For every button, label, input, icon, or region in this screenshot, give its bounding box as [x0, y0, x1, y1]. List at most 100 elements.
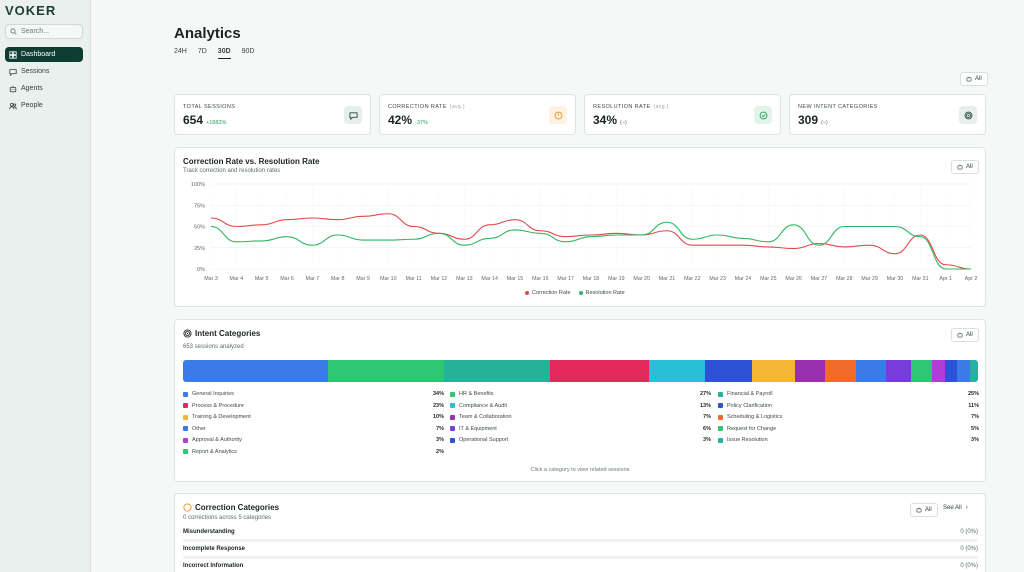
intent-bar-segment[interactable]: [855, 360, 886, 382]
category-color-swatch: [183, 449, 188, 454]
tab-24h[interactable]: 24H: [174, 48, 187, 55]
intent-title: Intent Categories: [195, 329, 261, 338]
category-percent: 5%: [971, 425, 979, 432]
sidebar-item-people[interactable]: People: [5, 98, 83, 113]
x-tick-label: Mar 27: [811, 276, 828, 282]
sidebar-item-agents[interactable]: Agents: [5, 81, 83, 96]
intent-bar-segment[interactable]: [704, 360, 753, 382]
intent-category-row[interactable]: General Inquiries 34%: [183, 391, 444, 397]
kpi-correction-rate: Correction Rate (avg.) 42% -37%: [379, 94, 576, 135]
kpi-delta: (–): [620, 120, 627, 126]
legend-item[interactable]: Resolution Rate: [578, 290, 625, 296]
search-input[interactable]: Search...: [5, 24, 83, 39]
sidebar-item-sessions[interactable]: Sessions: [5, 64, 83, 79]
kpi-total-sessions: Total Sessions 654 +1882%: [174, 94, 371, 135]
x-tick-label: Mar 7: [306, 276, 320, 282]
corrections-filter-button[interactable]: All: [910, 503, 938, 517]
intent-bar-segment[interactable]: [885, 360, 912, 382]
category-color-swatch: [718, 414, 723, 420]
y-tick-label: 0%: [197, 267, 205, 273]
intent-bar-segment[interactable]: [183, 360, 328, 382]
category-percent: 13%: [699, 402, 711, 409]
kpi-icon: [549, 106, 567, 124]
intent-stacked-bar[interactable]: [183, 360, 978, 382]
category-color-swatch: [183, 391, 188, 397]
intent-bar-segment[interactable]: [825, 360, 856, 382]
intent-filter-button[interactable]: All: [951, 328, 979, 342]
category-percent: 23%: [432, 402, 444, 409]
clock-icon: [554, 111, 562, 119]
intent-bar-segment[interactable]: [550, 360, 649, 382]
x-tick-label: Mar 19: [608, 276, 625, 282]
intent-category-row[interactable]: Approval & Authority 3%: [183, 437, 444, 443]
tab-7d[interactable]: 7D: [197, 48, 207, 55]
intent-bar-segment[interactable]: [443, 360, 551, 382]
robot-icon: [957, 164, 963, 170]
corrections-subtitle: 0 corrections across 5 categories: [183, 515, 272, 521]
category-percent: 34%: [432, 391, 444, 397]
filter-label: All: [966, 332, 973, 338]
x-tick-label: Mar 17: [557, 276, 574, 282]
category-name: HR & Benefits: [459, 391, 494, 397]
intent-category-row[interactable]: Team & Collaboration 7%: [450, 414, 711, 420]
intent-category-row[interactable]: Other 7%: [183, 426, 444, 432]
sidebar-item-label: Sessions: [21, 68, 50, 75]
x-tick-label: Mar 6: [280, 276, 294, 282]
chat-icon: [9, 68, 17, 76]
category-color-swatch: [450, 437, 455, 443]
kpi-icon: [344, 106, 362, 124]
intent-bar-segment[interactable]: [911, 360, 932, 382]
legend-item[interactable]: Correction Rate: [525, 290, 571, 296]
intent-bar-segment[interactable]: [970, 360, 978, 382]
chart-filter-button[interactable]: All: [951, 160, 979, 174]
kpi-delta: +1882%: [206, 120, 227, 126]
x-tick-label: Mar 26: [785, 276, 802, 282]
intent-category-row[interactable]: Report & Analytics 2%: [183, 449, 444, 455]
x-tick-label: Mar 10: [380, 276, 397, 282]
x-tick-label: Mar 3: [204, 276, 218, 282]
x-tick-label: Mar 16: [532, 276, 549, 282]
kpi-label: New Intent Categories: [798, 104, 878, 110]
x-tick-label: Mar 22: [684, 276, 701, 282]
intent-category-row[interactable]: HR & Benefits 27%: [450, 391, 711, 397]
category-name: Financial & Payroll: [727, 391, 773, 397]
tab-90d[interactable]: 90D: [241, 48, 255, 55]
x-tick-label: Apr 2: [965, 276, 978, 282]
target-icon: [964, 111, 972, 119]
intent-category-row[interactable]: Operational Support 3%: [450, 437, 711, 443]
intent-category-row[interactable]: Request for Change 5%: [718, 426, 979, 432]
category-percent: 10%: [432, 414, 444, 420]
intent-bar-segment[interactable]: [944, 360, 958, 382]
tab-30d[interactable]: 30D: [217, 48, 231, 59]
intent-category-row[interactable]: Compliance & Audit 13%: [450, 403, 711, 409]
sidebar-item-label: Dashboard: [21, 51, 56, 58]
intent-bar-segment[interactable]: [648, 360, 705, 382]
category-name: Report & Analytics: [192, 448, 237, 455]
intent-bar-segment[interactable]: [327, 360, 444, 382]
x-tick-label: Mar 29: [861, 276, 878, 282]
x-tick-label: Mar 13: [456, 276, 473, 282]
kpi-delta: (–): [821, 120, 828, 126]
kpi-value: 654 +1882%: [183, 113, 227, 127]
intent-bar-segment[interactable]: [931, 360, 945, 382]
intent-category-row[interactable]: Scheduling & Logistics 7%: [718, 414, 979, 420]
intent-category-row[interactable]: Process & Procedure 23%: [183, 403, 444, 409]
sidebar-item-dashboard[interactable]: Dashboard: [5, 47, 83, 62]
intent-category-row[interactable]: Policy Clarification 11%: [718, 403, 979, 409]
intent-bar-segment[interactable]: [752, 360, 796, 382]
x-tick-label: Mar 30: [887, 276, 904, 282]
intent-bar-segment[interactable]: [795, 360, 826, 382]
rate-line-chart: 0% 25% 50% 75% 100% Mar 3 Mar 4 Mar 5 Mar 6 Mar 7…: [191, 182, 978, 282]
logo[interactable]: VOKER: [5, 3, 57, 18]
x-tick-label: Mar 11: [406, 276, 422, 282]
category-name: Team & Collaboration: [459, 414, 512, 420]
global-filter-button[interactable]: All: [960, 72, 988, 86]
see-all-link[interactable]: See All ›: [943, 505, 968, 511]
search-placeholder: Search...: [21, 28, 50, 35]
robot-icon: [916, 507, 922, 513]
intent-bar-segment[interactable]: [957, 360, 971, 382]
intent-category-row[interactable]: Financial & Payroll 25%: [718, 391, 979, 397]
intent-category-row[interactable]: Issue Resolution 3%: [718, 437, 979, 443]
intent-category-row[interactable]: Training & Development 10%: [183, 414, 444, 420]
intent-category-row[interactable]: IT & Equipment 6%: [450, 426, 711, 432]
